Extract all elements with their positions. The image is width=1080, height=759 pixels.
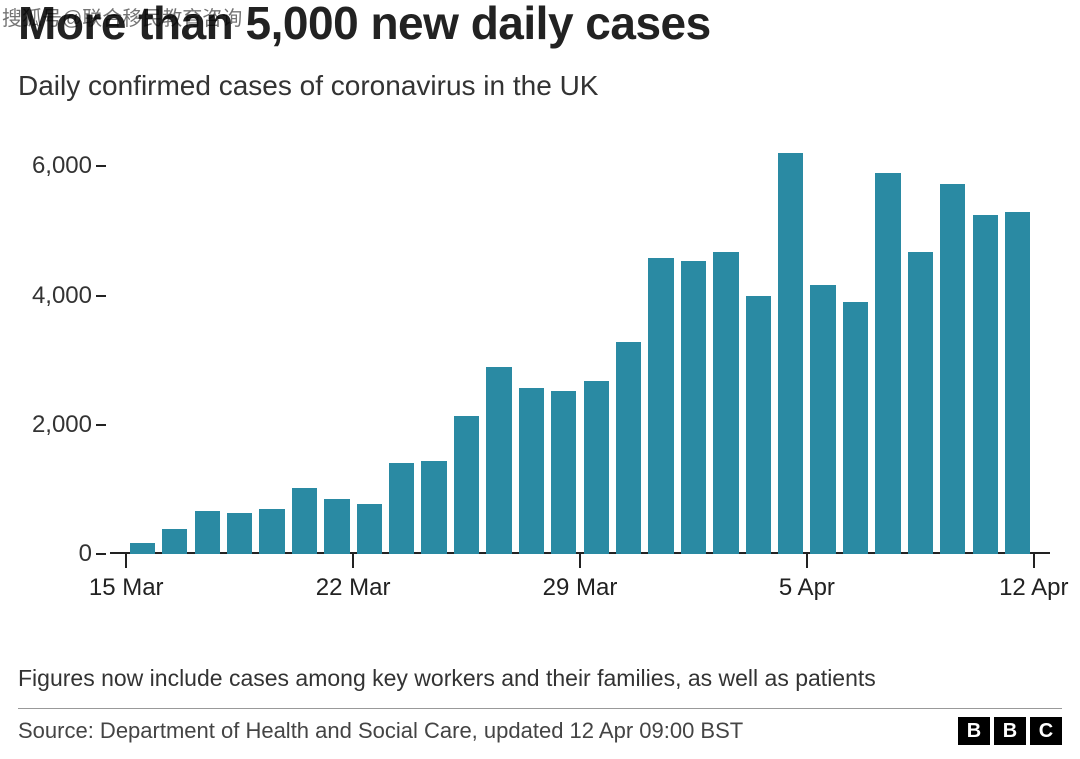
bar bbox=[908, 252, 933, 554]
bar bbox=[778, 153, 803, 554]
bar bbox=[616, 342, 641, 554]
footnote: Figures now include cases among key work… bbox=[18, 663, 1062, 694]
bar bbox=[713, 252, 738, 554]
bar bbox=[421, 461, 446, 554]
y-tick-mark bbox=[96, 553, 106, 555]
watermark-text: 搜狐号@联合移民教育咨询 bbox=[2, 2, 242, 31]
chart-area: 0 2,000 4,000 6,000 15 Mar 22 Mar 29 Mar 5 Apr… bbox=[18, 134, 1062, 624]
bar bbox=[940, 184, 965, 554]
bar bbox=[454, 416, 479, 554]
x-tick-label: 12 Apr bbox=[999, 574, 1068, 602]
bar bbox=[875, 173, 900, 554]
y-tick: 6,000 bbox=[18, 152, 106, 180]
y-tick-label: 2,000 bbox=[18, 411, 96, 439]
bar bbox=[357, 504, 382, 554]
bbc-logo: B B C bbox=[958, 717, 1062, 745]
bar bbox=[259, 509, 284, 554]
x-tick-label: 5 Apr bbox=[779, 574, 835, 602]
y-tick-label: 4,000 bbox=[18, 282, 96, 310]
y-tick-label: 0 bbox=[18, 540, 96, 568]
bar bbox=[519, 388, 544, 554]
bar bbox=[292, 488, 317, 554]
x-tick-mark bbox=[352, 554, 354, 568]
x-tick-mark bbox=[579, 554, 581, 568]
bar bbox=[584, 381, 609, 554]
x-tick-label: 29 Mar bbox=[543, 574, 618, 602]
bar bbox=[130, 543, 155, 554]
bar bbox=[810, 285, 835, 554]
x-tick-mark bbox=[806, 554, 808, 568]
bar bbox=[843, 302, 868, 554]
source-text: Source: Department of Health and Social … bbox=[18, 718, 743, 744]
bar bbox=[648, 258, 673, 554]
bar bbox=[681, 261, 706, 554]
bar bbox=[389, 463, 414, 554]
y-tick-mark bbox=[96, 295, 106, 297]
chart-subtitle: Daily confirmed cases of coronavirus in … bbox=[18, 70, 1062, 102]
y-tick: 2,000 bbox=[18, 411, 106, 439]
x-tick-mark bbox=[125, 554, 127, 568]
x-tick-mark bbox=[1033, 554, 1035, 568]
source-row: Source: Department of Health and Social … bbox=[18, 708, 1062, 745]
y-tick: 0 bbox=[18, 540, 106, 568]
plot-area bbox=[110, 134, 1050, 554]
x-tick-label: 15 Mar bbox=[89, 574, 164, 602]
bar bbox=[746, 296, 771, 554]
bar bbox=[973, 215, 998, 554]
bar bbox=[195, 511, 220, 554]
x-tick-label: 22 Mar bbox=[316, 574, 391, 602]
footer-block: Figures now include cases among key work… bbox=[18, 663, 1062, 745]
y-tick-mark bbox=[96, 165, 106, 167]
bar bbox=[162, 529, 187, 554]
bar bbox=[324, 499, 349, 554]
bar bbox=[227, 513, 252, 554]
y-tick-label: 6,000 bbox=[18, 152, 96, 180]
bar bbox=[551, 391, 576, 554]
bbc-letter: B bbox=[994, 717, 1026, 745]
infographic-page: { "watermark": "搜狐号@联合移民教育咨询", "title": … bbox=[0, 0, 1080, 759]
bar bbox=[1005, 212, 1030, 554]
y-tick: 4,000 bbox=[18, 282, 106, 310]
bbc-letter: B bbox=[958, 717, 990, 745]
bar bbox=[486, 367, 511, 554]
bbc-letter: C bbox=[1030, 717, 1062, 745]
y-tick-mark bbox=[96, 424, 106, 426]
